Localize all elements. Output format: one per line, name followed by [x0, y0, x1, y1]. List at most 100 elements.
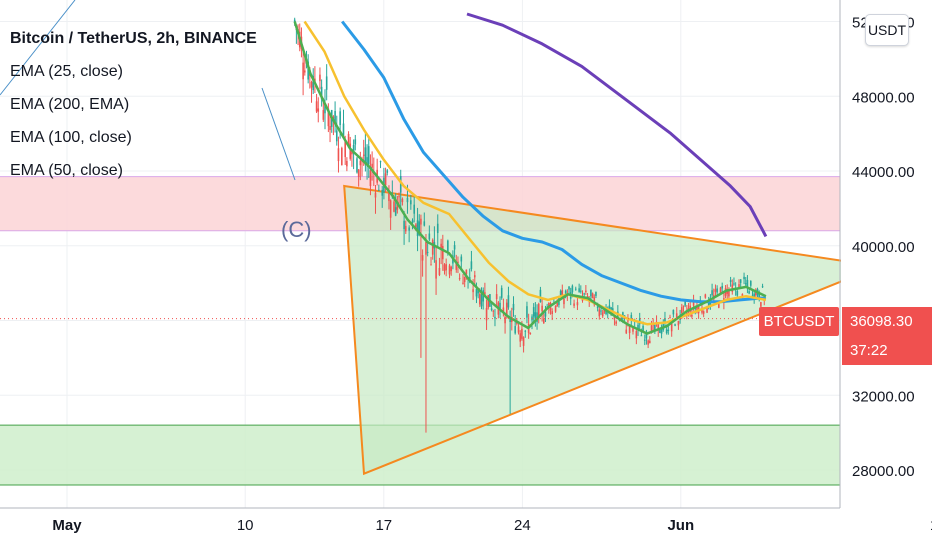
candle	[364, 147, 367, 165]
price-tag-value: 36098.30	[850, 313, 913, 330]
candle	[324, 103, 326, 114]
currency-button[interactable]: USDT	[865, 14, 909, 46]
candle	[576, 302, 579, 306]
candle	[733, 283, 735, 285]
candle	[490, 308, 493, 311]
candle	[413, 204, 415, 214]
trend-line	[0, 0, 76, 96]
candle	[425, 241, 427, 255]
candle	[704, 294, 707, 298]
candle	[319, 74, 321, 82]
candle	[369, 170, 372, 187]
candle	[393, 201, 395, 212]
candle	[312, 75, 315, 91]
candle	[583, 293, 585, 295]
trend-line	[261, 87, 296, 181]
candle	[356, 158, 358, 173]
candle	[544, 311, 547, 317]
wave-label: (C)	[281, 217, 312, 242]
candle	[746, 280, 749, 287]
candle	[591, 293, 594, 299]
candle	[542, 318, 545, 324]
candle	[396, 201, 399, 210]
candle	[359, 160, 362, 166]
candle	[611, 308, 614, 312]
candle	[472, 289, 474, 293]
legend-title: Bitcoin / TetherUS, 2h, BINANCE	[10, 30, 257, 47]
candle	[714, 289, 717, 292]
candle	[352, 145, 355, 154]
candle	[650, 325, 653, 333]
candle	[670, 323, 673, 332]
candle	[500, 287, 503, 298]
candle	[442, 246, 444, 260]
candle	[315, 101, 318, 112]
candle	[521, 328, 523, 339]
candle	[462, 282, 464, 284]
candle	[522, 337, 525, 346]
ema-lines	[293, 12, 768, 335]
candle	[420, 218, 422, 225]
candle	[473, 275, 476, 278]
candle	[335, 130, 338, 142]
candle	[551, 311, 553, 314]
candle	[388, 191, 390, 202]
candle	[580, 290, 582, 292]
candle	[512, 303, 515, 311]
candle	[677, 320, 680, 326]
candle	[337, 148, 340, 162]
candle	[682, 305, 685, 307]
candle	[418, 221, 421, 235]
candle	[744, 283, 747, 285]
x-tick-label: Jun	[667, 517, 694, 534]
candle	[675, 313, 678, 318]
candle	[485, 307, 488, 321]
candle	[504, 316, 506, 324]
candle	[585, 290, 587, 293]
candle	[664, 318, 666, 322]
candle	[477, 289, 479, 294]
candle	[346, 160, 348, 167]
candle	[487, 295, 490, 308]
candle	[435, 260, 437, 279]
candle	[499, 302, 501, 310]
candle	[495, 294, 498, 300]
candle	[480, 294, 483, 307]
line-ema50	[303, 20, 767, 326]
y-tick-label: 48000.00	[852, 89, 915, 106]
candle	[357, 169, 360, 177]
candle	[516, 322, 518, 324]
candle	[334, 111, 336, 125]
candle	[573, 303, 575, 306]
candle	[743, 276, 745, 280]
candle	[519, 333, 522, 342]
candle	[293, 19, 296, 22]
candle	[404, 225, 407, 232]
candle	[463, 276, 466, 283]
candle	[410, 200, 412, 205]
y-tick-label: 32000.00	[852, 388, 915, 405]
candle	[494, 316, 496, 319]
candle	[460, 256, 463, 262]
candle	[613, 315, 616, 320]
candle	[684, 301, 686, 306]
candle	[389, 200, 392, 218]
candle	[642, 325, 644, 333]
candle	[378, 189, 380, 191]
candle	[341, 148, 343, 166]
candle	[625, 329, 628, 334]
candle	[381, 189, 384, 196]
symbol-tag: BTCUSDT	[759, 307, 839, 336]
candle	[339, 111, 341, 125]
candle	[596, 306, 599, 309]
candle	[411, 220, 414, 223]
candle	[541, 305, 543, 312]
candle	[761, 286, 764, 288]
x-tick-label: 10	[237, 517, 254, 534]
candle	[526, 306, 528, 318]
y-tick-label: 40000.00	[852, 239, 915, 256]
candle	[457, 261, 459, 264]
candle	[502, 307, 505, 313]
x-tick-label: 17	[375, 517, 392, 534]
legend-ema200: EMA (200, EMA)	[10, 96, 130, 113]
